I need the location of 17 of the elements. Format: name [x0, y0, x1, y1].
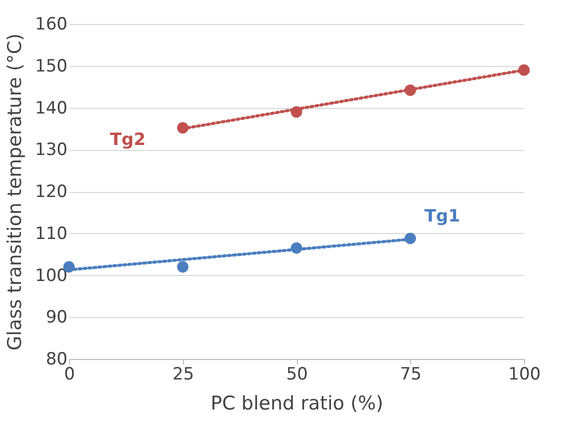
- series-label: Tg1: [424, 206, 460, 226]
- x-tick-label: 50: [286, 364, 308, 384]
- y-tick-label: 90: [46, 308, 68, 328]
- y-tick-label: 150: [35, 56, 68, 76]
- y-tick-label: 100: [35, 266, 68, 286]
- y-tick-label: 160: [35, 14, 68, 34]
- x-tick-label: 100: [508, 364, 541, 384]
- x-tick-label: 75: [400, 364, 422, 384]
- x-axis-title: PC blend ratio (%): [210, 392, 384, 414]
- y-tick-label: 120: [35, 182, 68, 202]
- y-axis-title: Glass transition temperature (°C): [4, 33, 26, 351]
- y-tick-label: 130: [35, 140, 68, 160]
- point: [177, 261, 188, 273]
- y-tick-label: 110: [35, 224, 68, 244]
- y-tick-label: 140: [35, 98, 68, 118]
- x-tick-label: 25: [172, 364, 194, 384]
- series-label: Tg2: [110, 130, 146, 150]
